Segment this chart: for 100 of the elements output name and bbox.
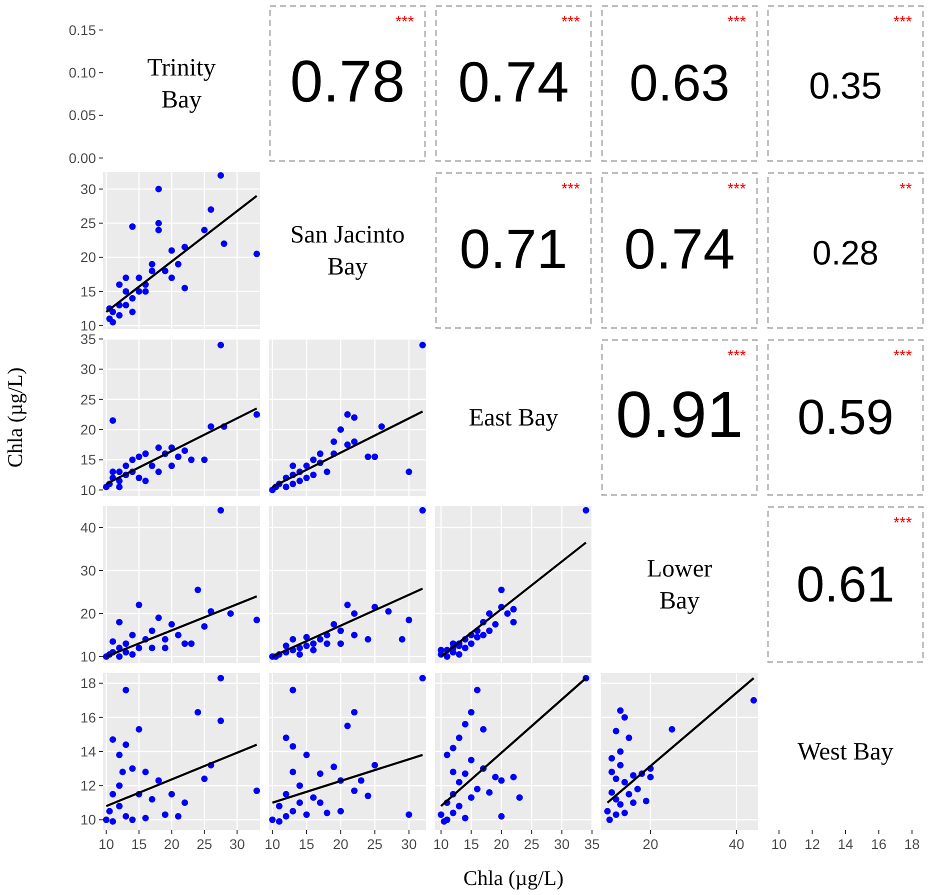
- x-tick-label: 20: [494, 836, 510, 852]
- point: [630, 799, 637, 806]
- point: [406, 616, 412, 624]
- point: [290, 480, 296, 488]
- point: [116, 752, 123, 758]
- point: [450, 768, 456, 776]
- point: [194, 708, 202, 716]
- data-label: 0.59: [797, 390, 894, 446]
- point: [129, 765, 136, 772]
- point: [344, 411, 351, 418]
- point: [122, 813, 130, 820]
- point: [630, 772, 637, 779]
- y-tick-label: 10: [80, 317, 96, 334]
- point: [480, 632, 487, 638]
- point: [162, 268, 168, 274]
- point: [129, 651, 136, 658]
- point: [110, 417, 116, 424]
- data-label: 0.28: [812, 234, 879, 273]
- point: [253, 411, 260, 418]
- point: [647, 774, 654, 780]
- text: Lower Bay: [646, 556, 713, 614]
- text: ***: [727, 181, 746, 198]
- point: [642, 798, 650, 804]
- point: [492, 620, 499, 628]
- point: [344, 602, 351, 608]
- text: ***: [893, 348, 912, 365]
- y-tick-label: 18: [80, 675, 96, 692]
- x-tick-label: 16: [870, 836, 887, 852]
- point: [174, 453, 182, 460]
- point: [344, 722, 351, 730]
- data-label: 0.61: [796, 555, 895, 612]
- point: [155, 777, 162, 784]
- point: [201, 776, 208, 782]
- point: [208, 423, 214, 430]
- point: [168, 247, 175, 254]
- point: [136, 726, 142, 733]
- point: [136, 274, 142, 282]
- point: [129, 456, 136, 464]
- point: [220, 240, 228, 247]
- point: [456, 734, 462, 742]
- text: ***: [727, 14, 746, 31]
- point: [201, 456, 208, 464]
- point: [406, 811, 412, 818]
- point: [303, 752, 310, 758]
- point: [148, 627, 156, 634]
- point: [217, 172, 224, 179]
- point: [498, 586, 505, 594]
- y-tick-label: 12: [80, 778, 96, 794]
- point: [116, 618, 123, 626]
- point: [148, 462, 156, 470]
- y-tick-label: 14: [80, 743, 96, 760]
- x-axis-title: Chla (µg/L): [463, 866, 564, 890]
- point: [136, 602, 142, 608]
- y-tick-label: 20: [80, 605, 96, 622]
- point: [498, 813, 505, 820]
- y-tick-label: 0.05: [68, 107, 96, 124]
- x-tick-label: 30: [229, 836, 246, 852]
- point: [106, 808, 113, 815]
- point: [621, 810, 628, 816]
- point: [486, 789, 493, 796]
- point: [290, 768, 296, 776]
- point: [337, 627, 344, 634]
- point: [102, 816, 110, 824]
- point: [168, 790, 175, 798]
- point: [129, 632, 136, 638]
- point: [337, 640, 344, 647]
- point: [364, 453, 372, 460]
- point: [296, 644, 304, 652]
- point: [168, 462, 175, 470]
- point: [316, 636, 324, 643]
- point: [351, 610, 358, 617]
- point: [444, 816, 450, 824]
- point: [282, 813, 290, 820]
- data-label: 0.63: [629, 54, 730, 112]
- point: [116, 312, 123, 319]
- point: [617, 707, 624, 714]
- point: [324, 468, 330, 476]
- point: [217, 342, 224, 348]
- point: [296, 782, 304, 789]
- point: [462, 720, 468, 728]
- point: [480, 726, 487, 733]
- point: [468, 640, 475, 647]
- point: [129, 816, 136, 824]
- point: [330, 438, 338, 445]
- y-tick-label: 0.10: [68, 64, 96, 81]
- point: [468, 756, 475, 764]
- point: [290, 808, 296, 815]
- y-tick-label: 30: [80, 562, 96, 578]
- point: [621, 778, 628, 786]
- point: [194, 586, 202, 594]
- point: [310, 456, 317, 464]
- point: [303, 642, 310, 650]
- point: [148, 796, 156, 803]
- y-tick-label: 25: [80, 215, 96, 232]
- point: [450, 810, 456, 816]
- point: [276, 802, 283, 810]
- point: [217, 717, 224, 724]
- point: [116, 484, 123, 490]
- x-tick-label: 25: [367, 836, 383, 852]
- point: [181, 799, 188, 806]
